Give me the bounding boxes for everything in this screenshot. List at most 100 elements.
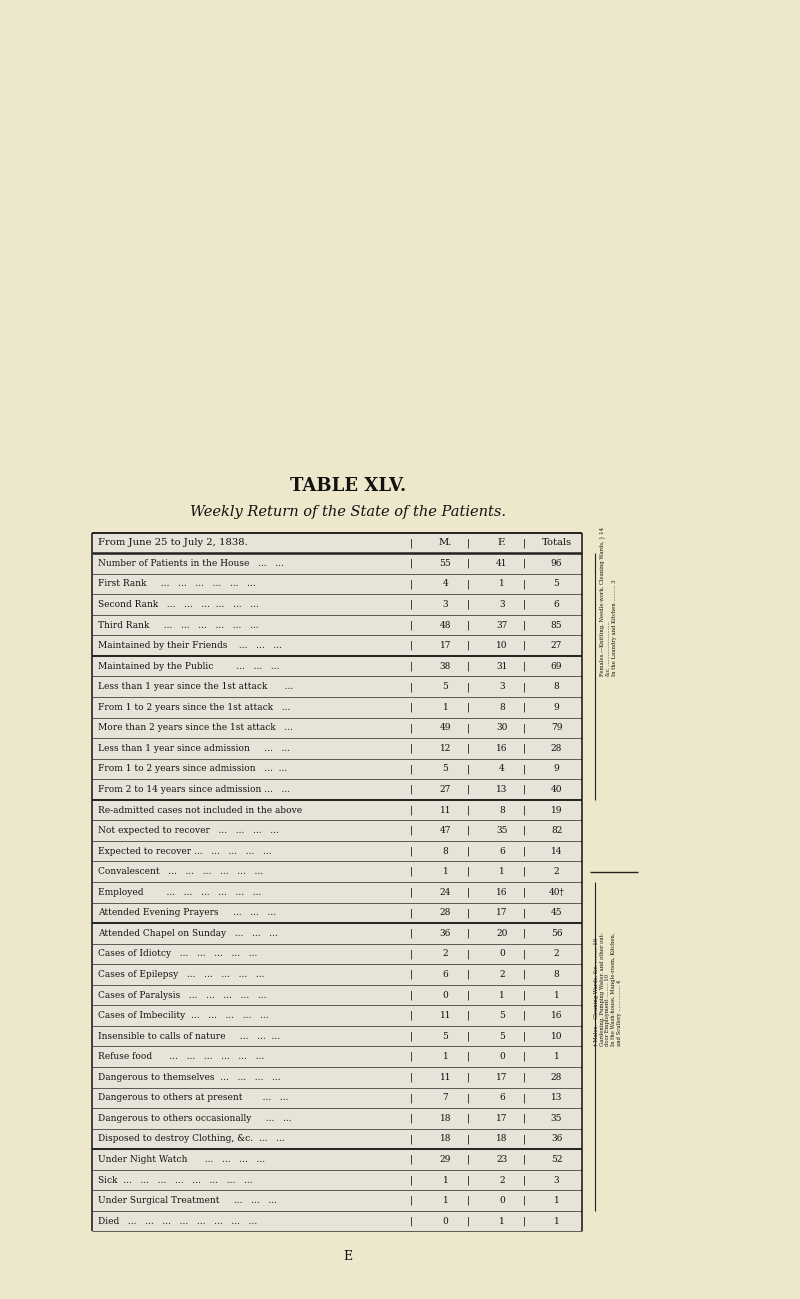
- Text: |: |: [410, 1073, 413, 1082]
- Text: 3: 3: [499, 600, 505, 609]
- Text: † Males.—Cleaning Wards, &c. .......... 10
Gardening, Pumping Water, and other o: † Males.—Cleaning Wards, &c. .......... …: [594, 933, 622, 1047]
- Text: 1: 1: [499, 868, 505, 877]
- Text: Cases of Paralysis   ...   ...   ...   ...   ...: Cases of Paralysis ... ... ... ... ...: [98, 991, 266, 999]
- Text: 23: 23: [496, 1155, 507, 1164]
- Text: 69: 69: [551, 661, 562, 670]
- Text: 8: 8: [554, 682, 559, 691]
- Text: 8: 8: [554, 970, 559, 979]
- Text: 27: 27: [440, 785, 451, 794]
- Text: Attended Evening Prayers     ...   ...   ...: Attended Evening Prayers ... ... ...: [98, 908, 276, 917]
- Text: 5: 5: [442, 765, 448, 773]
- Text: 1: 1: [554, 991, 559, 999]
- Text: 17: 17: [496, 1073, 507, 1082]
- Text: |: |: [523, 1113, 526, 1124]
- Text: |: |: [410, 785, 413, 794]
- Text: |: |: [523, 847, 526, 856]
- Text: 13: 13: [551, 1094, 562, 1103]
- Text: |: |: [523, 1073, 526, 1082]
- Text: 9: 9: [554, 703, 559, 712]
- Text: Convalescent   ...   ...   ...   ...   ...   ...: Convalescent ... ... ... ... ... ...: [98, 868, 262, 877]
- Text: 40: 40: [551, 785, 562, 794]
- Text: 6: 6: [499, 847, 505, 856]
- Text: Insensible to calls of nature     ...   ...  ...: Insensible to calls of nature ... ... ..…: [98, 1031, 280, 1040]
- Text: |: |: [410, 743, 413, 753]
- Text: 1: 1: [442, 1196, 448, 1205]
- Text: |: |: [410, 1031, 413, 1040]
- Text: |: |: [523, 908, 526, 917]
- Text: 0: 0: [499, 950, 505, 959]
- Text: 14: 14: [551, 847, 562, 856]
- Text: Less than 1 year since the 1st attack      ...: Less than 1 year since the 1st attack ..…: [98, 682, 293, 691]
- Text: |: |: [523, 724, 526, 733]
- Text: |: |: [466, 908, 470, 917]
- Text: 45: 45: [550, 908, 562, 917]
- Text: |: |: [522, 538, 526, 548]
- Text: |: |: [410, 908, 413, 917]
- Text: 1: 1: [554, 1196, 559, 1205]
- Text: |: |: [466, 1092, 470, 1103]
- Text: |: |: [410, 1155, 413, 1164]
- Text: |: |: [466, 866, 470, 877]
- Text: Maintained by the Public        ...   ...   ...: Maintained by the Public ... ... ...: [98, 661, 279, 670]
- Text: |: |: [466, 1113, 470, 1124]
- Text: Under Night Watch      ...   ...   ...   ...: Under Night Watch ... ... ... ...: [98, 1155, 265, 1164]
- Text: Females.—Knitting, Needle-work, Cleaning Wards, } 14
&c. .......................: Females.—Knitting, Needle-work, Cleaning…: [599, 527, 617, 677]
- Text: |: |: [410, 990, 413, 1000]
- Text: 1: 1: [442, 1176, 448, 1185]
- Text: 1: 1: [442, 703, 448, 712]
- Text: 3: 3: [499, 682, 505, 691]
- Text: From 1 to 2 years since admission   ...  ...: From 1 to 2 years since admission ... ..…: [98, 765, 287, 773]
- Text: 85: 85: [550, 621, 562, 630]
- Text: |: |: [466, 661, 470, 672]
- Text: 9: 9: [554, 765, 559, 773]
- Text: Dangerous to others occasionally     ...   ...: Dangerous to others occasionally ... ...: [98, 1115, 291, 1122]
- Text: 7: 7: [442, 1094, 448, 1103]
- Text: 16: 16: [551, 1011, 562, 1020]
- Text: F.: F.: [498, 538, 506, 547]
- Text: 2: 2: [554, 868, 559, 877]
- Text: 8: 8: [499, 805, 505, 814]
- Text: |: |: [466, 990, 470, 1000]
- Text: Re-admitted cases not included in the above: Re-admitted cases not included in the ab…: [98, 805, 302, 814]
- Text: Sick  ...   ...   ...   ...   ...   ...   ...   ...: Sick ... ... ... ... ... ... ... ...: [98, 1176, 252, 1185]
- Text: Maintained by their Friends    ...   ...   ...: Maintained by their Friends ... ... ...: [98, 642, 282, 650]
- Text: |: |: [410, 929, 413, 938]
- Text: |: |: [523, 805, 526, 814]
- Text: |: |: [410, 661, 413, 672]
- Text: 24: 24: [440, 887, 451, 896]
- Text: Third Rank     ...   ...   ...   ...   ...   ...: Third Rank ... ... ... ... ... ...: [98, 621, 258, 630]
- Text: 5: 5: [442, 682, 448, 691]
- Text: More than 2 years since the 1st attack   ...: More than 2 years since the 1st attack .…: [98, 724, 293, 733]
- Text: 2: 2: [499, 1176, 505, 1185]
- Text: |: |: [466, 1155, 470, 1164]
- Text: |: |: [410, 703, 413, 712]
- Text: 37: 37: [496, 621, 507, 630]
- Text: |: |: [523, 764, 526, 774]
- Text: |: |: [523, 661, 526, 672]
- Text: |: |: [410, 847, 413, 856]
- Text: |: |: [523, 682, 526, 691]
- Text: |: |: [466, 1216, 470, 1226]
- Text: |: |: [410, 764, 413, 774]
- Text: 17: 17: [496, 1115, 507, 1122]
- Text: |: |: [523, 559, 526, 568]
- Text: |: |: [523, 743, 526, 753]
- Text: 82: 82: [551, 826, 562, 835]
- Text: 0: 0: [499, 1196, 505, 1205]
- Text: |: |: [466, 929, 470, 938]
- Text: 4: 4: [442, 579, 448, 588]
- Text: |: |: [466, 1196, 470, 1205]
- Text: |: |: [466, 1134, 470, 1143]
- Text: 1: 1: [442, 1052, 448, 1061]
- Text: 2: 2: [442, 950, 448, 959]
- Text: |: |: [410, 1176, 413, 1185]
- Text: |: |: [410, 805, 413, 814]
- Text: Died   ...   ...   ...   ...   ...   ...   ...   ...: Died ... ... ... ... ... ... ... ...: [98, 1217, 257, 1226]
- Text: 17: 17: [440, 642, 451, 650]
- Text: |: |: [410, 1113, 413, 1124]
- Text: |: |: [466, 826, 470, 835]
- Text: 10: 10: [551, 1031, 562, 1040]
- Text: |: |: [523, 1176, 526, 1185]
- Text: TABLE XLV.: TABLE XLV.: [290, 477, 406, 495]
- Text: 3: 3: [554, 1176, 559, 1185]
